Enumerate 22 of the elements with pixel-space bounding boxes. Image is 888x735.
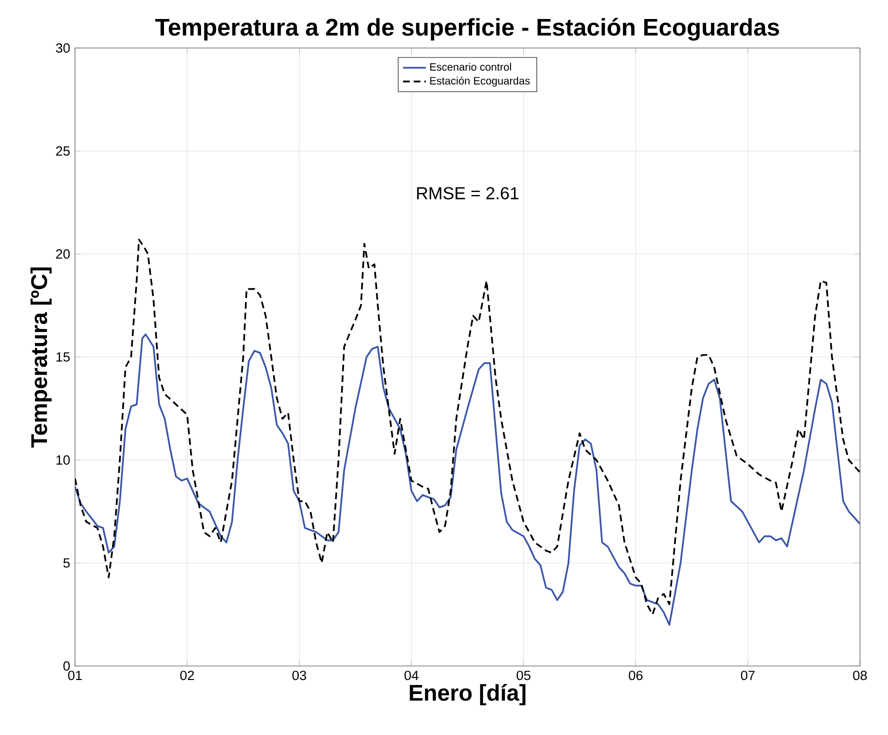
y-tick-label: 15	[56, 352, 70, 362]
x-tick-label: 04	[404, 670, 418, 680]
x-tick-label: 08	[853, 670, 867, 680]
y-tick-label: 0	[63, 661, 70, 671]
legend-label: Escenario control	[430, 62, 512, 71]
x-tick-label: 06	[628, 670, 643, 680]
x-tick-label: 02	[180, 670, 194, 680]
annotation: RMSE = 2.61	[417, 187, 518, 200]
y-tick-label: 10	[56, 455, 70, 465]
y-tick-label: 5	[63, 558, 70, 568]
x-tick-label: 07	[740, 670, 755, 680]
x-tick-label: 01	[68, 670, 82, 680]
x-tick-label: 05	[516, 670, 530, 680]
y-tick-label: 25	[56, 146, 70, 156]
legend-label: Estación Ecoguardas	[430, 76, 530, 87]
y-tick-label: 30	[56, 43, 70, 53]
y-tick-label: 20	[56, 249, 70, 259]
x-axis-title: Enero [día]	[410, 684, 526, 706]
chart-title: Temperatura a 2m de superficie - Estación Ecoguardas	[155, 18, 780, 41]
y-axis-title: Temperatura [ºC]	[30, 267, 52, 448]
x-tick-label: 03	[292, 670, 306, 680]
line-series	[75, 333, 860, 626]
